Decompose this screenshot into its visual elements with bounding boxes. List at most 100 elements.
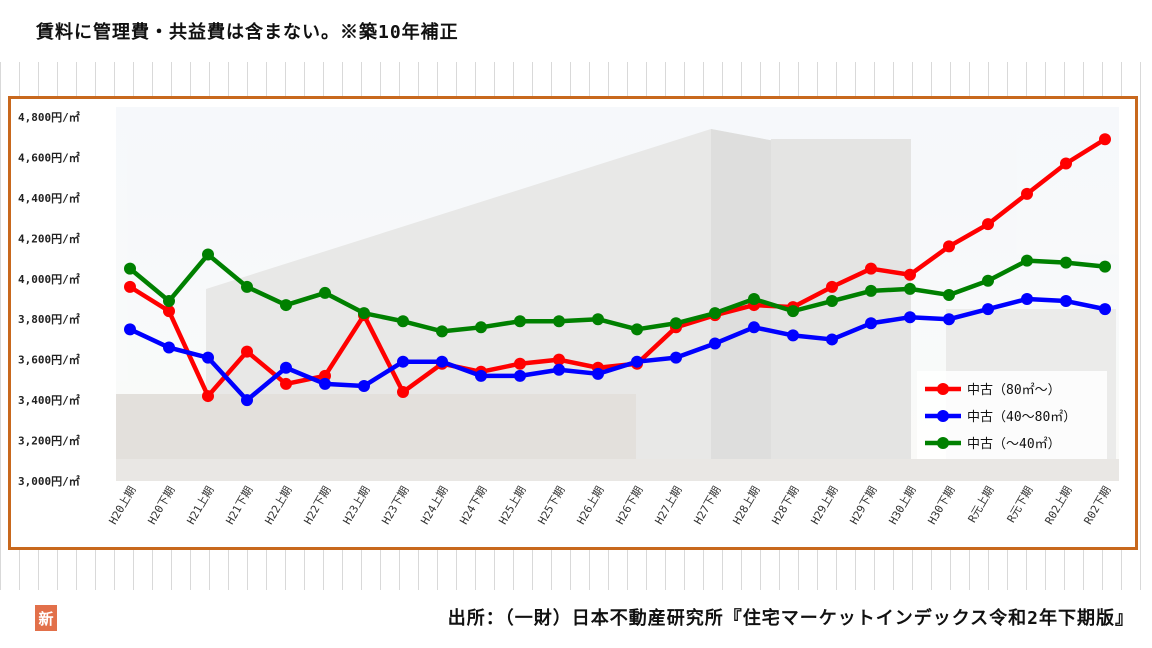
x-tick-label: H23上期 [340, 484, 372, 527]
data-point[interactable] [1021, 254, 1033, 267]
data-point[interactable] [124, 262, 136, 275]
chart-frame[interactable]: 4,800円/㎡ 4,600円/㎡ 4,400円/㎡ 4,200円/㎡ 4,000円/㎡… [8, 96, 1138, 631]
data-point[interactable] [865, 317, 877, 330]
data-point[interactable] [124, 280, 136, 293]
x-tick-label: H20下期 [145, 484, 177, 527]
data-point[interactable] [553, 353, 565, 366]
data-point[interactable] [475, 321, 487, 334]
x-tick-label: H27下期 [691, 484, 723, 527]
data-point[interactable] [1099, 260, 1111, 273]
data-point[interactable] [904, 282, 916, 295]
data-point[interactable] [202, 248, 214, 261]
data-point[interactable] [163, 305, 175, 318]
data-point[interactable] [904, 311, 916, 324]
data-point[interactable] [865, 284, 877, 297]
data-point[interactable] [241, 345, 253, 358]
data-point[interactable] [748, 293, 760, 305]
data-point[interactable] [982, 303, 994, 316]
legend-marker [937, 437, 949, 449]
data-point[interactable] [553, 315, 565, 328]
source-credit: 出所：（一財）日本不動産研究所『住宅マーケットインデックス令和2年下期版』 [447, 608, 1134, 629]
data-point[interactable] [1060, 157, 1072, 170]
data-point[interactable] [280, 377, 292, 390]
data-point[interactable] [553, 363, 565, 376]
x-tick-label: H24上期 [418, 484, 450, 527]
data-point[interactable] [670, 351, 682, 364]
data-point[interactable] [436, 325, 448, 338]
data-point[interactable] [514, 369, 526, 382]
data-point[interactable] [787, 329, 799, 342]
data-point[interactable] [202, 390, 214, 403]
x-tick-label: H25下期 [535, 484, 567, 527]
y-tick-label: 3,600円/㎡ [18, 353, 80, 367]
x-tick-label: H21上期 [184, 484, 216, 527]
y-tick-label: 3,200円/㎡ [18, 434, 80, 448]
data-point[interactable] [397, 315, 409, 328]
data-point[interactable] [709, 337, 721, 350]
data-point[interactable] [124, 323, 136, 336]
x-tick-label: H29上期 [808, 484, 840, 527]
data-point[interactable] [475, 369, 487, 382]
data-point[interactable] [397, 355, 409, 368]
data-point[interactable] [592, 367, 604, 380]
data-point[interactable] [514, 357, 526, 370]
y-tick-label: 3,400円/㎡ [18, 393, 80, 407]
data-point[interactable] [904, 268, 916, 281]
data-point[interactable] [280, 361, 292, 374]
data-point[interactable] [358, 379, 370, 392]
x-tick-label: H23下期 [379, 484, 411, 527]
data-point[interactable] [1060, 256, 1072, 269]
data-point[interactable] [1021, 293, 1033, 305]
x-tick-label: H21下期 [223, 484, 255, 527]
data-point[interactable] [982, 274, 994, 287]
data-point[interactable] [1021, 187, 1033, 200]
data-point[interactable] [436, 355, 448, 368]
data-point[interactable] [826, 333, 838, 346]
data-point[interactable] [319, 377, 331, 390]
logo-mark: 新 [35, 605, 57, 631]
data-point[interactable] [982, 218, 994, 231]
series-line[interactable] [129, 296, 1106, 403]
data-point[interactable] [826, 280, 838, 293]
data-point[interactable] [163, 295, 175, 308]
data-point[interactable] [319, 286, 331, 299]
data-point[interactable] [241, 280, 253, 293]
data-point[interactable] [397, 386, 409, 399]
data-point[interactable] [826, 295, 838, 308]
legend-label: 中古（40～80㎡） [967, 410, 1076, 425]
rent-note: 賃料に管理費・共益費は含まない。※築10年補正 [36, 22, 459, 43]
data-point[interactable] [1099, 303, 1111, 316]
data-point[interactable] [1099, 133, 1111, 146]
data-point[interactable] [631, 355, 643, 368]
chart-legend: 中古（80㎡～） 中古（40～80㎡） 中古（～40㎡） [917, 371, 1107, 459]
series-line[interactable] [128, 252, 1106, 334]
data-point[interactable] [943, 240, 955, 253]
y-tick-label: 3,000円/㎡ [18, 474, 80, 488]
x-tick-label: R02上期 [1042, 484, 1074, 527]
x-tick-label: H27上期 [652, 484, 684, 527]
footer-band [0, 590, 1152, 648]
x-tick-label: R02下期 [1081, 484, 1113, 527]
legend-marker [937, 410, 949, 422]
data-point[interactable] [592, 313, 604, 326]
data-point[interactable] [787, 305, 799, 318]
x-tick-label: H29下期 [847, 484, 879, 527]
data-point[interactable] [865, 262, 877, 275]
y-tick-label: 4,000円/㎡ [18, 272, 80, 286]
data-point[interactable] [1060, 295, 1072, 308]
y-tick-label: 4,400円/㎡ [18, 191, 80, 205]
data-point[interactable] [241, 394, 253, 407]
data-point[interactable] [631, 323, 643, 336]
data-point[interactable] [514, 315, 526, 328]
data-point[interactable] [943, 288, 955, 301]
data-point[interactable] [202, 351, 214, 364]
data-point[interactable] [709, 307, 721, 320]
data-point[interactable] [280, 299, 292, 312]
data-point[interactable] [943, 313, 955, 326]
y-tick-label: 3,800円/㎡ [18, 312, 80, 326]
data-point[interactable] [748, 321, 760, 334]
data-point[interactable] [670, 317, 682, 330]
x-tick-label: H28上期 [730, 484, 762, 527]
data-point[interactable] [358, 307, 370, 320]
data-point[interactable] [163, 341, 175, 354]
